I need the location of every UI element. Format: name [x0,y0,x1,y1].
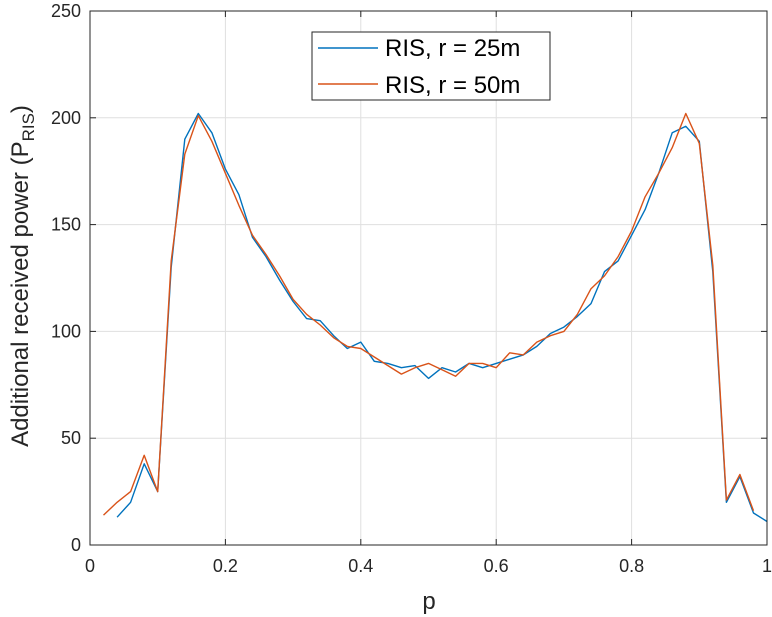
tick-marks [89,10,768,546]
y-axis-label-close: ) [7,105,34,113]
y-tick-label: 50 [61,428,81,448]
x-tick-label: 1 [762,556,772,576]
tick-labels: 0 0.2 0.4 0.6 0.8 1 0 50 100 150 200 250 [51,1,772,576]
legend-label-series-1: RIS, r = 25m [385,35,520,62]
x-axis-label: p [422,588,435,615]
y-axis-label-subscript: RIS [19,113,38,141]
x-tick-label: 0.6 [484,556,509,576]
y-axis-label-main: Additional received power (P [7,141,34,447]
legend: RIS, r = 25m RIS, r = 50m [311,31,551,101]
x-tick-label: 0.2 [213,556,238,576]
y-tick-label: 100 [51,321,81,341]
y-axis-label: Additional received power (PRIS) [7,105,38,447]
y-tick-label: 200 [51,108,81,128]
legend-label-series-2: RIS, r = 50m [385,72,520,99]
series-layer [103,112,768,523]
y-tick-label: 150 [51,215,81,235]
x-tick-label: 0 [85,556,95,576]
legend-box [311,31,551,101]
series-line-2 [103,112,755,516]
plot-frame [89,10,768,546]
x-tick-label: 0.4 [348,556,373,576]
y-tick-label: 0 [71,535,81,555]
x-tick-label: 0.8 [619,556,644,576]
y-tick-label: 250 [51,1,81,21]
